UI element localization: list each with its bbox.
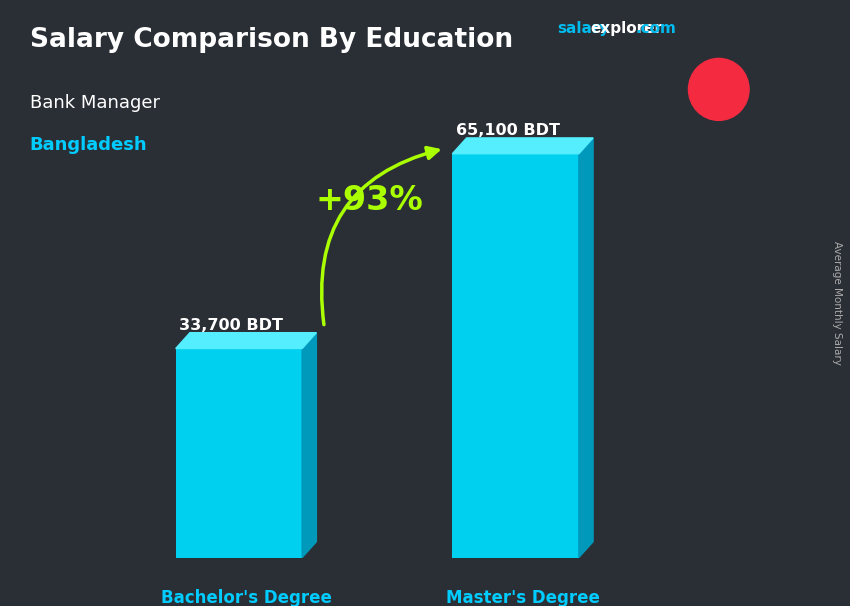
Text: Bangladesh: Bangladesh — [30, 136, 147, 155]
Text: +93%: +93% — [315, 184, 423, 218]
Text: 33,700 BDT: 33,700 BDT — [179, 318, 283, 333]
Text: Bachelor's Degree: Bachelor's Degree — [161, 589, 332, 606]
Text: .com: .com — [636, 21, 677, 36]
Text: 65,100 BDT: 65,100 BDT — [456, 123, 559, 138]
Bar — [452, 154, 579, 558]
Polygon shape — [452, 138, 593, 154]
Bar — [176, 348, 302, 558]
Text: Average Monthly Salary: Average Monthly Salary — [832, 241, 842, 365]
Polygon shape — [303, 333, 316, 558]
Polygon shape — [579, 138, 593, 558]
Polygon shape — [176, 333, 316, 348]
Text: Master's Degree: Master's Degree — [445, 589, 599, 606]
Text: Salary Comparison By Education: Salary Comparison By Education — [30, 27, 513, 53]
Text: salary: salary — [557, 21, 609, 36]
Text: Bank Manager: Bank Manager — [30, 94, 160, 112]
Circle shape — [688, 58, 749, 121]
Text: explorer: explorer — [591, 21, 663, 36]
